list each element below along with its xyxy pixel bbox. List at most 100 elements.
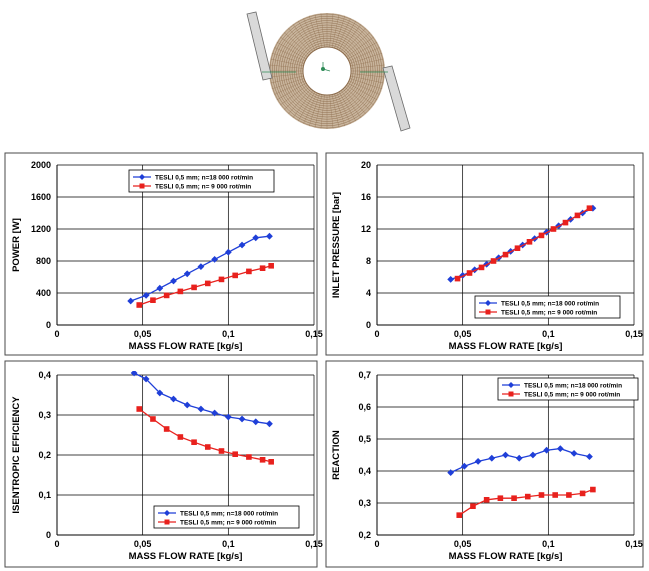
data-point <box>252 234 260 242</box>
x-tick-label: 0 <box>374 539 379 549</box>
x-tick-label: 0 <box>54 329 59 339</box>
legend-label: TESLI 0,5 mm; n=18 000 rot/min <box>524 383 622 390</box>
legend-marker <box>508 391 514 397</box>
left-blade <box>246 11 273 81</box>
data-point <box>204 280 211 287</box>
data-point <box>183 270 191 278</box>
data-point <box>163 292 170 299</box>
y-axis-title: ISENTROPIC EFFICIENCY <box>11 396 22 514</box>
rotor-disc-icon <box>246 11 411 132</box>
disc-spoke <box>338 20 357 51</box>
chart-panel-3: 0 0,1 0,2 0,3 0,4 0 0,05 0,1 0,15 MASS FLOW RATE … <box>4 360 323 568</box>
data-point <box>529 451 537 459</box>
data-point <box>460 462 468 470</box>
data-point <box>447 469 455 476</box>
legend-label: TESLI 0,5 mm; n= 9 000 rot/min <box>524 392 620 399</box>
disc-spoke <box>270 75 304 84</box>
y-axis-title: POWER [W] <box>11 218 22 272</box>
data-point <box>246 268 252 275</box>
disc-spoke <box>270 58 304 67</box>
disc-spoke <box>276 82 307 101</box>
series-1 <box>447 445 593 476</box>
data-point <box>218 448 225 454</box>
legend-box <box>497 377 639 401</box>
data-point <box>266 232 273 240</box>
x-tick-label: 0,1 <box>222 329 235 339</box>
legend-box <box>474 295 621 319</box>
disc-spoke <box>303 92 318 125</box>
legend-label: TESLI 0,5 mm; n= 9 000 rot/min <box>501 310 597 317</box>
y-tick-label: 1600 <box>31 192 51 202</box>
legend-marker <box>485 300 491 306</box>
y-tick-label: 0,3 <box>358 498 371 508</box>
y-tick-label: 0,2 <box>358 530 371 540</box>
data-point <box>224 413 232 421</box>
disc-spoke <box>350 64 385 69</box>
data-point <box>238 415 246 423</box>
data-point <box>218 276 225 283</box>
x-tick-label: 0,1 <box>542 539 555 549</box>
disc-spoke <box>273 80 306 95</box>
disc-spoke <box>288 27 312 54</box>
y-tick-label: 0 <box>366 320 371 330</box>
disc-spoke <box>297 20 316 51</box>
y-tick-label: 0,6 <box>358 402 371 412</box>
y-tick-label: 1200 <box>31 224 51 234</box>
x-axis-title: MASS FLOW RATE [kg/s] <box>129 341 243 352</box>
x-tick-label: 0,05 <box>134 329 152 339</box>
disc-spoke <box>340 90 362 119</box>
y-tick-label: 0 <box>46 530 51 540</box>
data-point <box>454 275 461 282</box>
legend-marker <box>164 519 170 525</box>
data-point <box>514 245 521 251</box>
data-point <box>204 444 211 450</box>
x-tick-label: 0,1 <box>222 539 235 549</box>
panel-border <box>325 152 644 356</box>
disc-spoke <box>320 94 325 129</box>
data-point <box>156 389 164 397</box>
data-point <box>552 492 558 498</box>
disc-spoke <box>308 15 320 49</box>
data-point <box>232 272 238 279</box>
data-point <box>191 284 197 291</box>
y-tick-label: 400 <box>36 288 51 298</box>
y-tick-label: 0,2 <box>38 450 51 460</box>
data-point <box>574 212 581 219</box>
disc-spoke <box>269 64 304 69</box>
data-point <box>142 375 150 383</box>
disc-spoke <box>350 75 384 84</box>
legend: TESLI 0,5 mm; n=18 000 rot/min TESLI 0,5 … <box>128 169 275 193</box>
x-tick-label: 0,05 <box>454 329 472 339</box>
data-point <box>474 458 482 465</box>
right-blade <box>382 65 411 132</box>
disc-spoke <box>320 13 325 48</box>
disc-spoke <box>344 32 371 56</box>
y-tick-label: 0,7 <box>358 370 371 380</box>
data-point <box>556 445 564 452</box>
disc-spoke <box>269 73 304 78</box>
data-point <box>470 503 476 509</box>
data-point <box>488 454 496 462</box>
disc-spoke <box>271 78 305 90</box>
data-point <box>156 284 164 292</box>
legend-marker <box>508 382 514 388</box>
disc-spoke <box>283 32 310 56</box>
data-point <box>550 226 557 232</box>
series-1 <box>127 232 273 305</box>
data-point <box>268 459 274 465</box>
disc-spoke <box>329 13 334 48</box>
data-point <box>163 426 170 432</box>
data-point <box>224 248 232 256</box>
disc-spoke <box>334 93 346 127</box>
series-2 <box>136 406 274 465</box>
disc-spoke <box>349 78 383 90</box>
data-point <box>570 450 578 457</box>
x-tick-label: 0 <box>374 329 379 339</box>
y-tick-label: 0,1 <box>38 490 51 500</box>
data-point <box>211 256 219 263</box>
disc-spoke <box>297 91 316 122</box>
data-point <box>211 409 219 417</box>
data-point <box>526 239 533 245</box>
y-tick-label: 2000 <box>31 160 51 170</box>
